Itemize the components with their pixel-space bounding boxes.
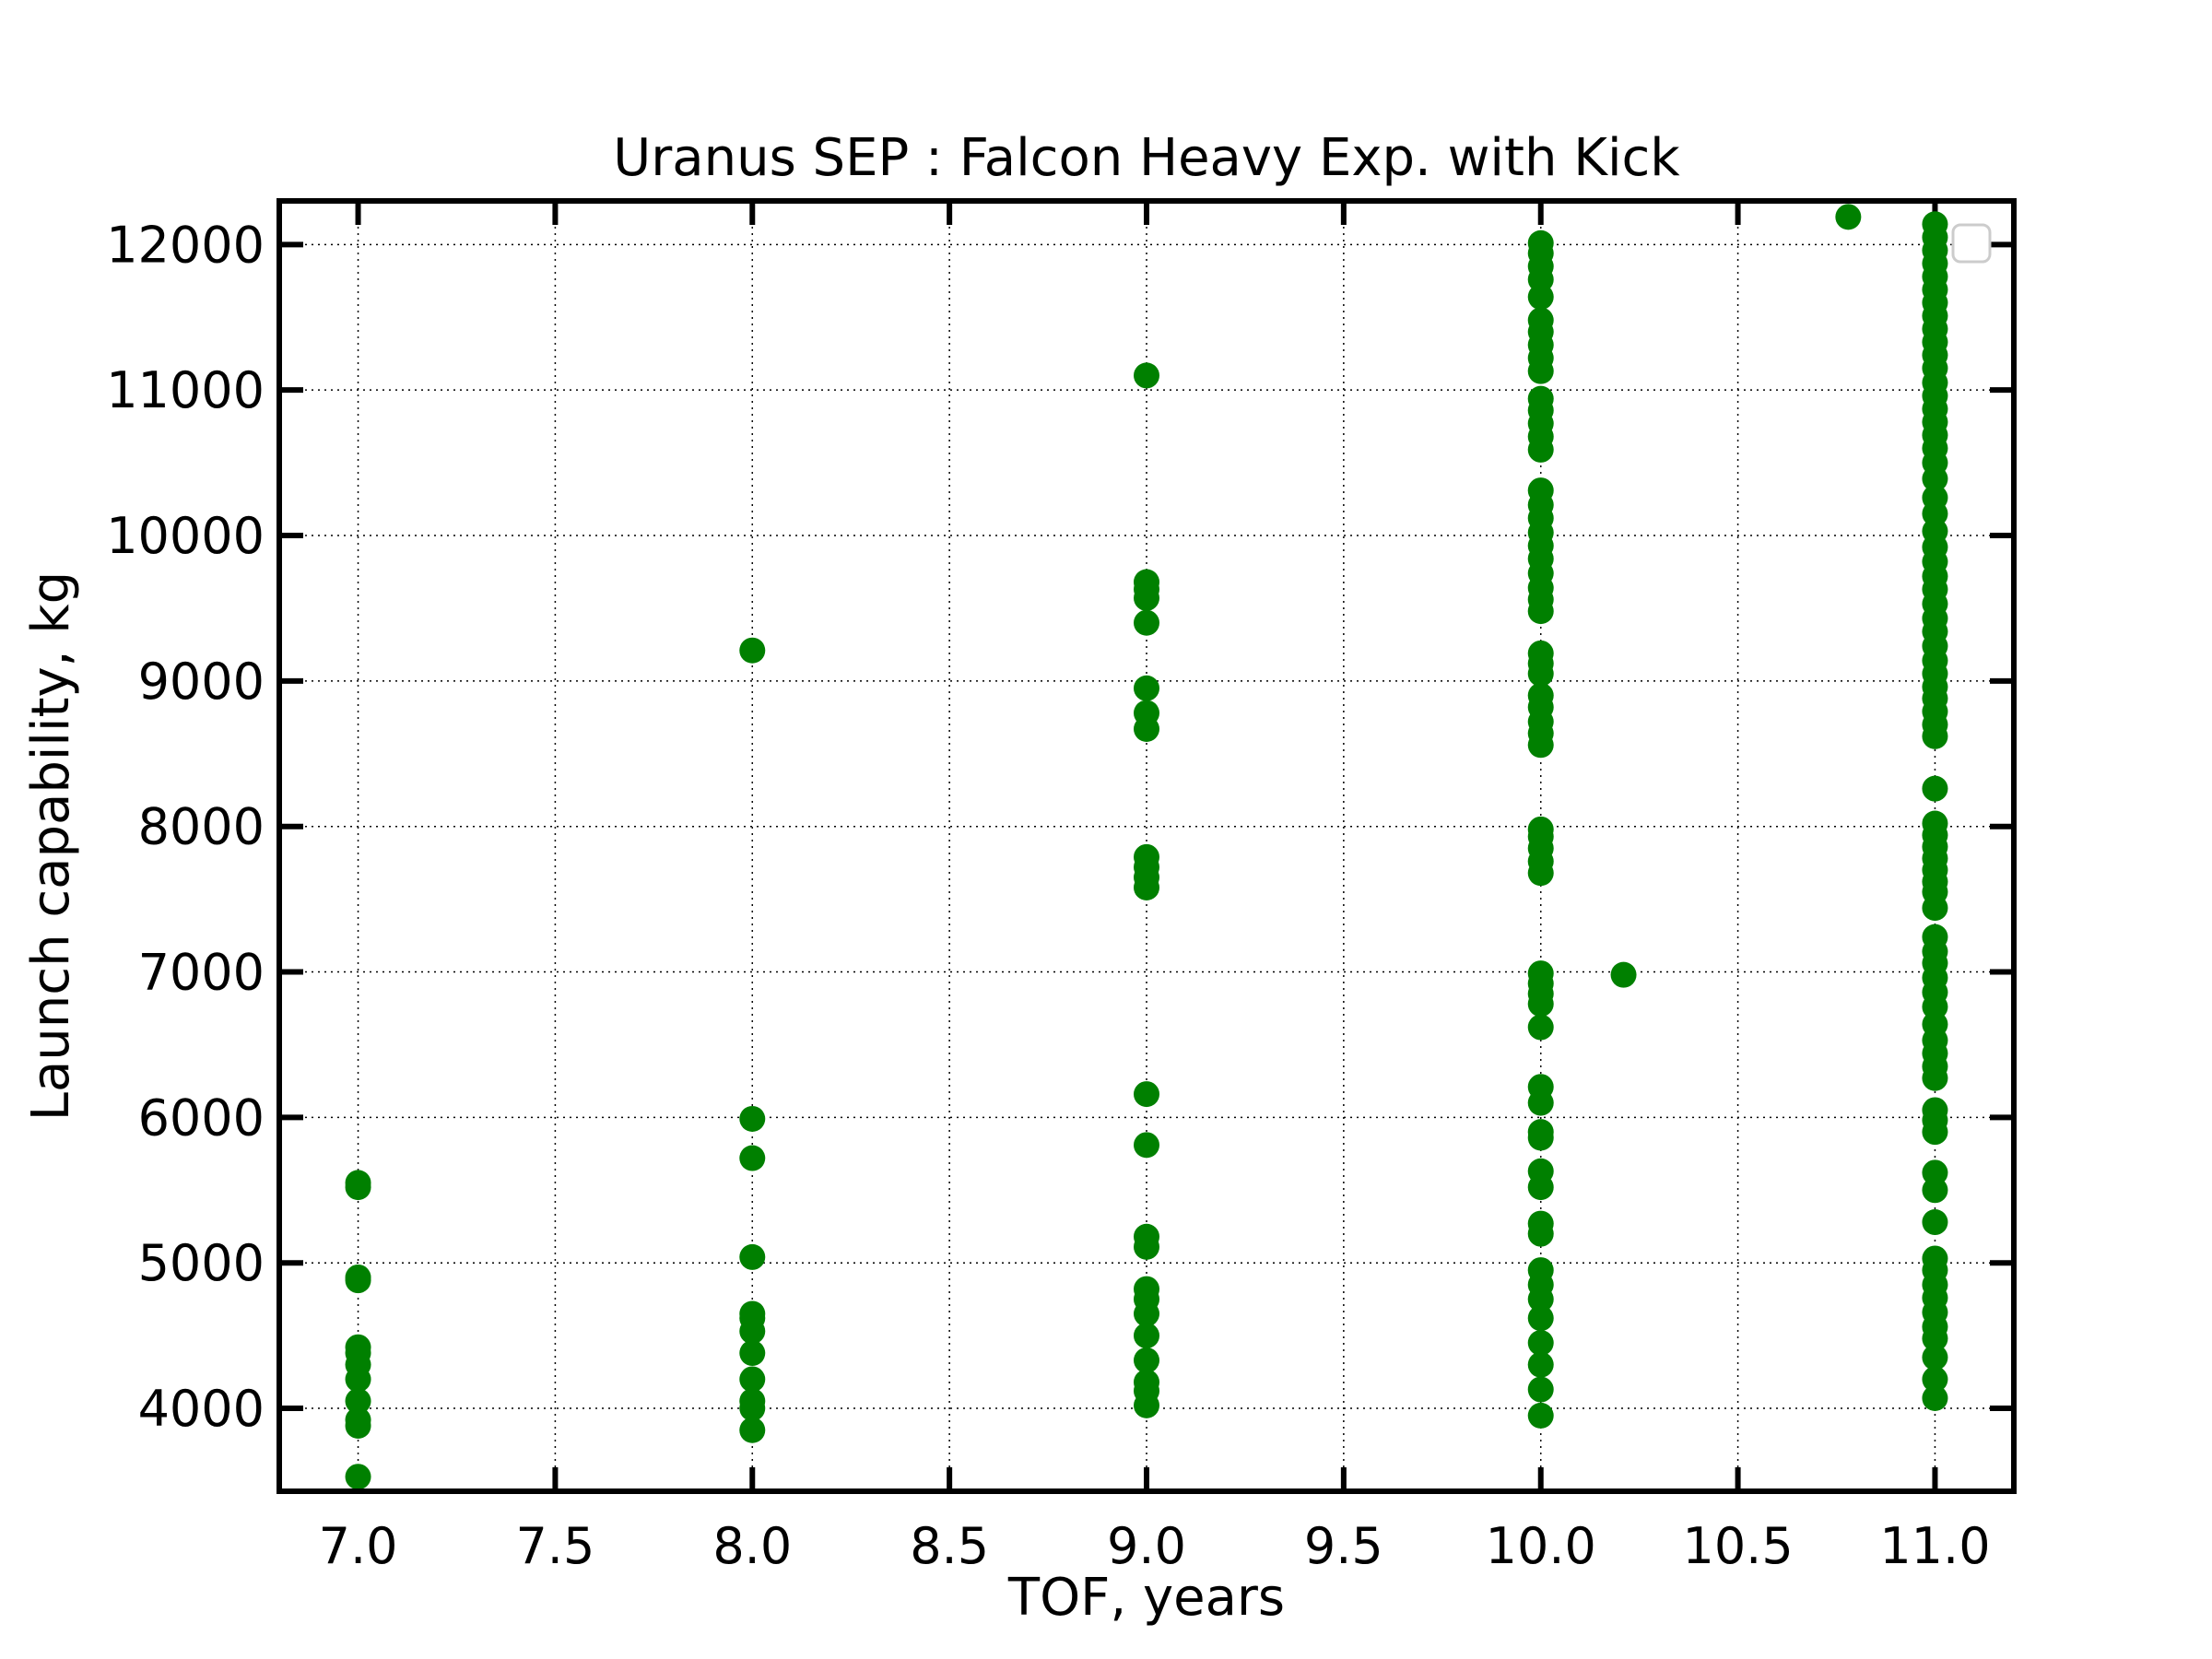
data-point [1134,569,1159,595]
data-point [1527,1402,1554,1429]
data-point [739,1366,766,1393]
data-point [739,1300,766,1327]
data-point [345,1264,371,1290]
y-tick-label: 8000 [138,798,265,856]
x-tick-label: 9.5 [1304,1517,1383,1575]
data-point [739,1417,766,1443]
data-point [1527,1158,1554,1184]
data-point [1922,211,1948,238]
y-tick-label: 5000 [138,1234,265,1292]
data-point [1527,229,1554,256]
data-point [1922,1209,1948,1236]
data-point [345,1388,371,1415]
x-axis-label: TOF, years [1007,1568,1285,1628]
data-point [1527,1351,1554,1378]
data-point [1527,682,1554,709]
y-tick-label: 11000 [106,361,265,419]
data-point [1527,1330,1554,1357]
data-point [1527,477,1554,504]
data-point [1134,1369,1159,1395]
data-point [1922,1366,1948,1393]
data-point [1527,960,1554,987]
data-point [1527,816,1554,842]
x-tick-label: 8.0 [712,1517,792,1575]
y-tick-label: 6000 [138,1088,265,1147]
data-point [1134,1081,1159,1108]
data-point [1527,385,1554,412]
x-tick-label: 7.5 [515,1517,594,1575]
data-point [1134,1132,1159,1159]
plot-frame [276,198,2017,1494]
y-tick-label: 7000 [138,944,265,1002]
data-point [739,1388,766,1415]
data-point [739,1145,766,1171]
data-point [1134,675,1159,701]
y-axis-label: Launch capability, kg [21,571,81,1121]
chart-title: Uranus SEP : Falcon Heavy Exp. with Kick [613,128,1680,188]
data-point [1134,1223,1159,1250]
data-point [1922,810,1948,837]
data-point [1134,1347,1159,1373]
data-point [1527,307,1554,334]
x-tick-label: 10.0 [1486,1517,1596,1575]
data-point [1527,1257,1554,1284]
x-tick-label: 11.0 [1879,1517,1990,1575]
data-point [1134,362,1159,389]
data-point [1527,1014,1554,1041]
data-point [1527,1074,1554,1100]
y-tick-label: 10000 [106,507,265,565]
data-point [1134,1276,1159,1302]
data-point [739,637,766,664]
data-point [1610,961,1637,988]
data-point [1527,1305,1554,1332]
data-point [739,1105,766,1132]
data-point [1134,700,1159,726]
data-point [345,1406,371,1433]
data-point [1835,204,1862,230]
data-point [1527,1210,1554,1237]
data-point [1527,1119,1554,1146]
data-point [1922,1097,1948,1124]
data-point [1527,640,1554,666]
legend-box [1951,223,1992,264]
x-tick-label: 9.0 [1107,1517,1186,1575]
data-point [1922,775,1948,802]
data-point [345,1464,371,1490]
data-point [1922,1384,1948,1411]
data-point [1527,1376,1554,1403]
data-point [1134,609,1159,636]
data-point [1134,1323,1159,1349]
x-tick-labels: 7.0 7.5 8.0 8.5 9.0 9.5 10.0 10.5 11.0 [319,1517,1991,1575]
data-point [1922,924,1948,950]
x-tick-label: 7.0 [319,1517,398,1575]
data-points [345,204,1948,1490]
y-tick-label: 4000 [138,1380,265,1438]
x-tick-label: 10.5 [1682,1517,1793,1575]
y-tick-label: 9000 [138,653,265,711]
data-point [1922,484,1948,511]
y-tick-labels: 4000 5000 6000 7000 8000 9000 10000 11000 12000 [106,216,265,1438]
y-tick-label: 12000 [106,216,265,274]
data-point [739,1243,766,1270]
data-point [1922,1159,1948,1186]
data-point [345,1170,371,1196]
data-point [1922,1344,1948,1371]
data-point [345,1334,371,1360]
data-point [1922,1245,1948,1272]
data-point [739,1340,766,1367]
x-tick-label: 8.5 [910,1517,989,1575]
data-point [1134,843,1159,870]
